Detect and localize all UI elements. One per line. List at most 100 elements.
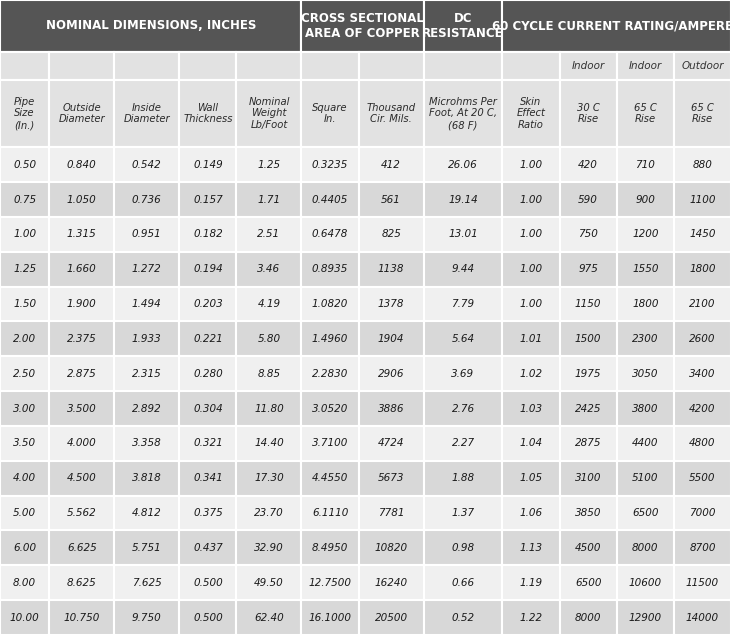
Text: 0.182: 0.182 [193, 229, 223, 239]
Text: 5100: 5100 [632, 473, 659, 483]
Text: 6.1110: 6.1110 [312, 508, 348, 518]
Text: 1.050: 1.050 [67, 194, 96, 204]
Bar [0, 565, 49, 600]
Text: 5.80: 5.80 [257, 334, 281, 344]
Bar [49, 252, 114, 286]
Text: 2300: 2300 [632, 334, 659, 344]
Text: 0.6478: 0.6478 [312, 229, 348, 239]
Text: 4.00: 4.00 [13, 473, 37, 483]
Text: 1.900: 1.900 [67, 299, 96, 309]
Bar [502, 286, 559, 321]
Text: 1.315: 1.315 [67, 229, 96, 239]
Text: Microhms Per
Foot, At 20 C,
(68 F): Microhms Per Foot, At 20 C, (68 F) [429, 97, 497, 130]
Text: 3050: 3050 [632, 369, 659, 378]
Text: Indoor: Indoor [572, 61, 605, 70]
Bar [0, 391, 49, 426]
Text: 8000: 8000 [575, 613, 602, 622]
Text: 880: 880 [692, 160, 713, 170]
Bar [179, 252, 236, 286]
Bar [502, 52, 559, 79]
Bar [559, 496, 617, 530]
Bar [114, 182, 179, 217]
Text: 4.000: 4.000 [67, 438, 96, 448]
Bar [236, 530, 301, 565]
Text: Nominal
Weight
Lb/Foot: Nominal Weight Lb/Foot [249, 97, 289, 130]
Bar [114, 286, 179, 321]
Bar [114, 52, 179, 79]
Text: 11.80: 11.80 [254, 404, 284, 413]
Text: 2.00: 2.00 [13, 334, 37, 344]
Text: 4400: 4400 [632, 438, 659, 448]
Text: 1.933: 1.933 [132, 334, 162, 344]
Text: 2906: 2906 [378, 369, 404, 378]
Text: 2.27: 2.27 [452, 438, 474, 448]
Bar [301, 0, 424, 52]
Text: 2.2830: 2.2830 [312, 369, 348, 378]
Text: 710: 710 [635, 160, 655, 170]
Text: 10600: 10600 [629, 578, 662, 588]
Bar [236, 79, 301, 147]
Bar [674, 391, 731, 426]
Bar [559, 52, 617, 79]
Bar [0, 252, 49, 286]
Bar [502, 356, 559, 391]
Text: 0.500: 0.500 [193, 578, 223, 588]
Bar [617, 496, 674, 530]
Bar [617, 52, 674, 79]
Text: 1.00: 1.00 [520, 229, 542, 239]
Bar [502, 565, 559, 600]
Bar [674, 496, 731, 530]
Text: 3.46: 3.46 [257, 264, 281, 274]
Bar [49, 147, 114, 182]
Bar [674, 461, 731, 496]
Text: 1.272: 1.272 [132, 264, 162, 274]
Bar [502, 391, 559, 426]
Text: 5.751: 5.751 [132, 543, 162, 553]
Text: 1.25: 1.25 [13, 264, 37, 274]
Bar [0, 79, 49, 147]
Text: 2100: 2100 [689, 299, 716, 309]
Text: 62.40: 62.40 [254, 613, 284, 622]
Bar [359, 426, 424, 461]
Bar [617, 321, 674, 356]
Text: 1975: 1975 [575, 369, 602, 378]
Text: Inside
Diameter: Inside Diameter [124, 103, 170, 124]
Text: 11500: 11500 [686, 578, 719, 588]
Bar [674, 147, 731, 182]
Bar [424, 530, 502, 565]
Bar [236, 217, 301, 252]
Text: 1.01: 1.01 [520, 334, 542, 344]
Text: 420: 420 [578, 160, 598, 170]
Text: 1.71: 1.71 [257, 194, 281, 204]
Text: 16.1000: 16.1000 [308, 613, 352, 622]
Bar [424, 217, 502, 252]
Text: 3.500: 3.500 [67, 404, 96, 413]
Bar [424, 321, 502, 356]
Text: 0.194: 0.194 [193, 264, 223, 274]
Bar [0, 356, 49, 391]
Bar [301, 496, 359, 530]
Text: 2875: 2875 [575, 438, 602, 448]
Text: 26.06: 26.06 [448, 160, 478, 170]
Bar [617, 426, 674, 461]
Bar [359, 321, 424, 356]
Text: 0.4405: 0.4405 [312, 194, 348, 204]
Bar [424, 182, 502, 217]
Bar [674, 52, 731, 79]
Bar [617, 356, 674, 391]
Bar [179, 391, 236, 426]
Text: 2.315: 2.315 [132, 369, 162, 378]
Text: 1800: 1800 [632, 299, 659, 309]
Text: 1.0820: 1.0820 [312, 299, 348, 309]
Bar [301, 565, 359, 600]
Text: 1.06: 1.06 [520, 508, 542, 518]
Bar [674, 182, 731, 217]
Bar [301, 52, 359, 79]
Text: CROSS SECTIONAL
AREA OF COPPER: CROSS SECTIONAL AREA OF COPPER [301, 12, 424, 40]
Text: 8.85: 8.85 [257, 369, 281, 378]
Text: 0.3235: 0.3235 [312, 160, 348, 170]
Text: 12900: 12900 [629, 613, 662, 622]
Text: 561: 561 [381, 194, 401, 204]
Text: 0.203: 0.203 [193, 299, 223, 309]
Bar [559, 79, 617, 147]
